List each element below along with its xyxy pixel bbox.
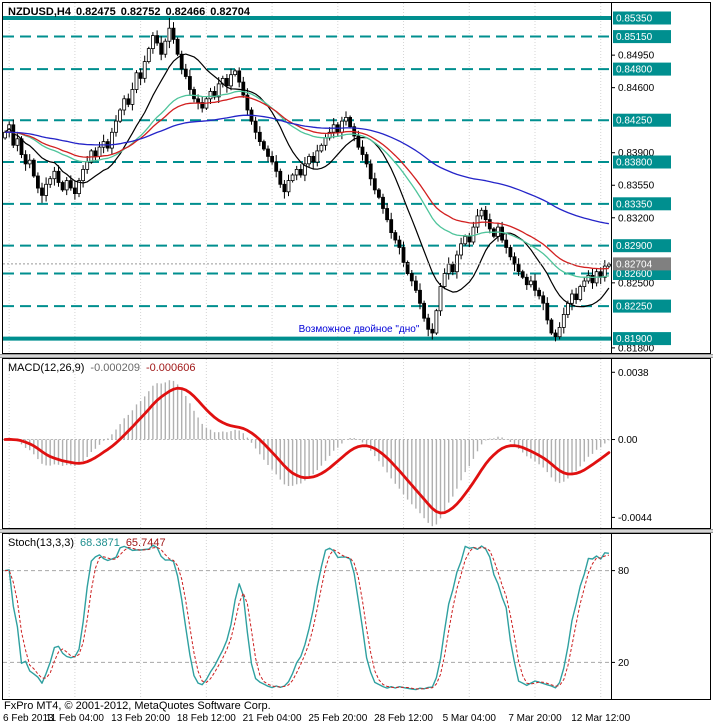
annotation-double-bottom: Возможное двойное "дно" bbox=[299, 324, 420, 335]
time-axis-label: 5 Mar 04:00 bbox=[442, 713, 496, 724]
axis-tick-label: 0.0038 bbox=[611, 368, 649, 379]
svg-text:0.85150: 0.85150 bbox=[616, 32, 653, 43]
symbol-period-label: NZDUSD,H4 bbox=[8, 6, 71, 18]
bar-open-value: 0.82475 bbox=[75, 6, 116, 18]
svg-text:0.84250: 0.84250 bbox=[616, 116, 653, 127]
support-resistance-lines bbox=[3, 15, 611, 341]
price-tag: 0.85150 bbox=[613, 30, 671, 44]
price-tag: 0.81900 bbox=[613, 332, 671, 346]
price-tag: 0.84250 bbox=[613, 113, 671, 127]
price-tag: 0.85350 bbox=[613, 11, 671, 25]
stochastic-indicator-panel[interactable]: 80 20 Stoch(13,3,3) 68.3871 65.7447 bbox=[2, 533, 711, 700]
price-tag: 0.82900 bbox=[613, 239, 671, 253]
moving-average-ma-red-44 bbox=[5, 96, 609, 270]
price-chart-canvas[interactable]: 0.84950 0.84600 0.83900 0.83550 0.83200 0.825… bbox=[3, 3, 710, 353]
bar-low-value: 0.82466 bbox=[165, 6, 206, 18]
chart-title: NZDUSD,H4 0.82475 0.82752 0.82466 0.82704 bbox=[8, 6, 255, 18]
time-axis-label: 7 Mar 20:00 bbox=[508, 713, 562, 724]
svg-text:0.85350: 0.85350 bbox=[616, 14, 653, 25]
time-axis-label: 12 Mar 12:00 bbox=[571, 713, 631, 724]
svg-text:0.82250: 0.82250 bbox=[616, 302, 653, 313]
stoch-d-line bbox=[5, 546, 610, 690]
svg-text:20: 20 bbox=[618, 658, 630, 669]
panel-splitter-macd[interactable] bbox=[0, 354, 713, 358]
svg-text:0.82500: 0.82500 bbox=[618, 278, 655, 289]
macd-title: MACD(12,26,9) -0.000209 -0.000606 bbox=[8, 362, 202, 374]
svg-text:0.82704: 0.82704 bbox=[616, 259, 653, 270]
svg-text:0.83200: 0.83200 bbox=[618, 213, 655, 224]
time-axis-label: 13 Feb 20:00 bbox=[111, 713, 171, 724]
macd-signal-value: -0.000606 bbox=[145, 362, 196, 374]
moving-average-ma-green-34 bbox=[5, 90, 610, 279]
axis-tick-label: -0.0044 bbox=[611, 513, 652, 524]
stoch-title: Stoch(13,3,3) 68.3871 65.7447 bbox=[8, 537, 172, 549]
svg-text:0.83800: 0.83800 bbox=[616, 158, 653, 169]
axis-tick-label: 0.83200 bbox=[611, 213, 655, 224]
axis-tick-label: 20 bbox=[611, 658, 630, 669]
stochastic-canvas[interactable]: 80 20 bbox=[3, 534, 710, 699]
svg-text:0.84800: 0.84800 bbox=[616, 65, 653, 76]
macd-label: MACD(12,26,9) bbox=[8, 362, 85, 374]
svg-text:0.81900: 0.81900 bbox=[616, 334, 653, 345]
price-tag: 0.82250 bbox=[613, 299, 671, 313]
time-axis-strip[interactable]: FxPro MT4, © 2001-2012, MetaQuotes Softw… bbox=[2, 700, 711, 728]
price-chart-panel[interactable]: 0.84950 0.84600 0.83900 0.83550 0.83200 0.825… bbox=[2, 2, 711, 354]
time-axis-label: 21 Feb 04:00 bbox=[242, 713, 302, 724]
svg-text:0.84600: 0.84600 bbox=[618, 83, 655, 94]
axis-tick-label: 0.84600 bbox=[611, 83, 655, 94]
svg-text:0.82600: 0.82600 bbox=[616, 269, 653, 280]
moving-average-ma-black-13 bbox=[4, 53, 610, 308]
copyright-text: FxPro MT4, © 2001-2012, MetaQuotes Softw… bbox=[4, 700, 271, 712]
stoch-k-line bbox=[4, 544, 609, 691]
bar-high-value: 0.82752 bbox=[120, 6, 161, 18]
time-axis-label: 18 Feb 12:00 bbox=[176, 713, 236, 724]
macd-main-value: -0.000209 bbox=[90, 362, 140, 374]
svg-text:0.84950: 0.84950 bbox=[618, 51, 655, 62]
axis-tick-label: 0.84950 bbox=[611, 51, 655, 62]
macd-signal-line bbox=[3, 386, 611, 515]
svg-text:0.81800: 0.81800 bbox=[618, 343, 655, 353]
stoch-main-value: 68.3871 bbox=[80, 537, 120, 549]
axis-tick-label: 80 bbox=[611, 566, 630, 577]
svg-text:0.00: 0.00 bbox=[618, 435, 638, 446]
price-tag: 0.84800 bbox=[613, 62, 671, 76]
time-axis-label: 25 Feb 20:00 bbox=[308, 713, 368, 724]
moving-average-ma-blue-110 bbox=[5, 114, 610, 225]
svg-text:0.0038: 0.0038 bbox=[618, 368, 649, 379]
svg-text:0.83350: 0.83350 bbox=[616, 199, 653, 210]
bar-close-value: 0.82704 bbox=[210, 6, 251, 18]
time-axis-labels: 6 Feb 2013 11 Feb 04:00 13 Feb 20:00 18 Feb… bbox=[2, 713, 711, 727]
time-grid bbox=[8, 3, 602, 353]
time-grid bbox=[8, 534, 602, 699]
stoch-label: Stoch(13,3,3) bbox=[8, 537, 75, 549]
candlestick-layer bbox=[3, 18, 611, 342]
svg-text:-0.0044: -0.0044 bbox=[618, 513, 652, 524]
stoch-signal-value: 65.7447 bbox=[125, 537, 166, 549]
svg-text:0.83550: 0.83550 bbox=[618, 181, 655, 192]
price-tag: 0.83350 bbox=[613, 197, 671, 211]
svg-text:0.83900: 0.83900 bbox=[618, 148, 655, 159]
time-axis-label: 11 Feb 04:00 bbox=[45, 713, 104, 724]
panel-splitter-stoch[interactable] bbox=[0, 529, 713, 533]
macd-canvas[interactable]: 0.0038 0.00 -0.0044 bbox=[3, 359, 710, 528]
macd-histogram bbox=[8, 380, 610, 527]
macd-indicator-panel[interactable]: 0.0038 0.00 -0.0044 MACD(12,26,9) -0.000209… bbox=[2, 358, 711, 529]
time-axis-label: 28 Feb 12:00 bbox=[374, 713, 433, 724]
svg-text:0.82900: 0.82900 bbox=[616, 241, 653, 252]
time-axis-label: 6 Feb 2013 bbox=[3, 713, 54, 724]
axis-tick-label: 0.83550 bbox=[611, 181, 655, 192]
current-price-tag: 0.82704 bbox=[613, 257, 671, 271]
price-tag: 0.83800 bbox=[613, 155, 671, 169]
svg-text:80: 80 bbox=[618, 566, 630, 577]
axis-tick-label: 0.00 bbox=[611, 435, 638, 446]
